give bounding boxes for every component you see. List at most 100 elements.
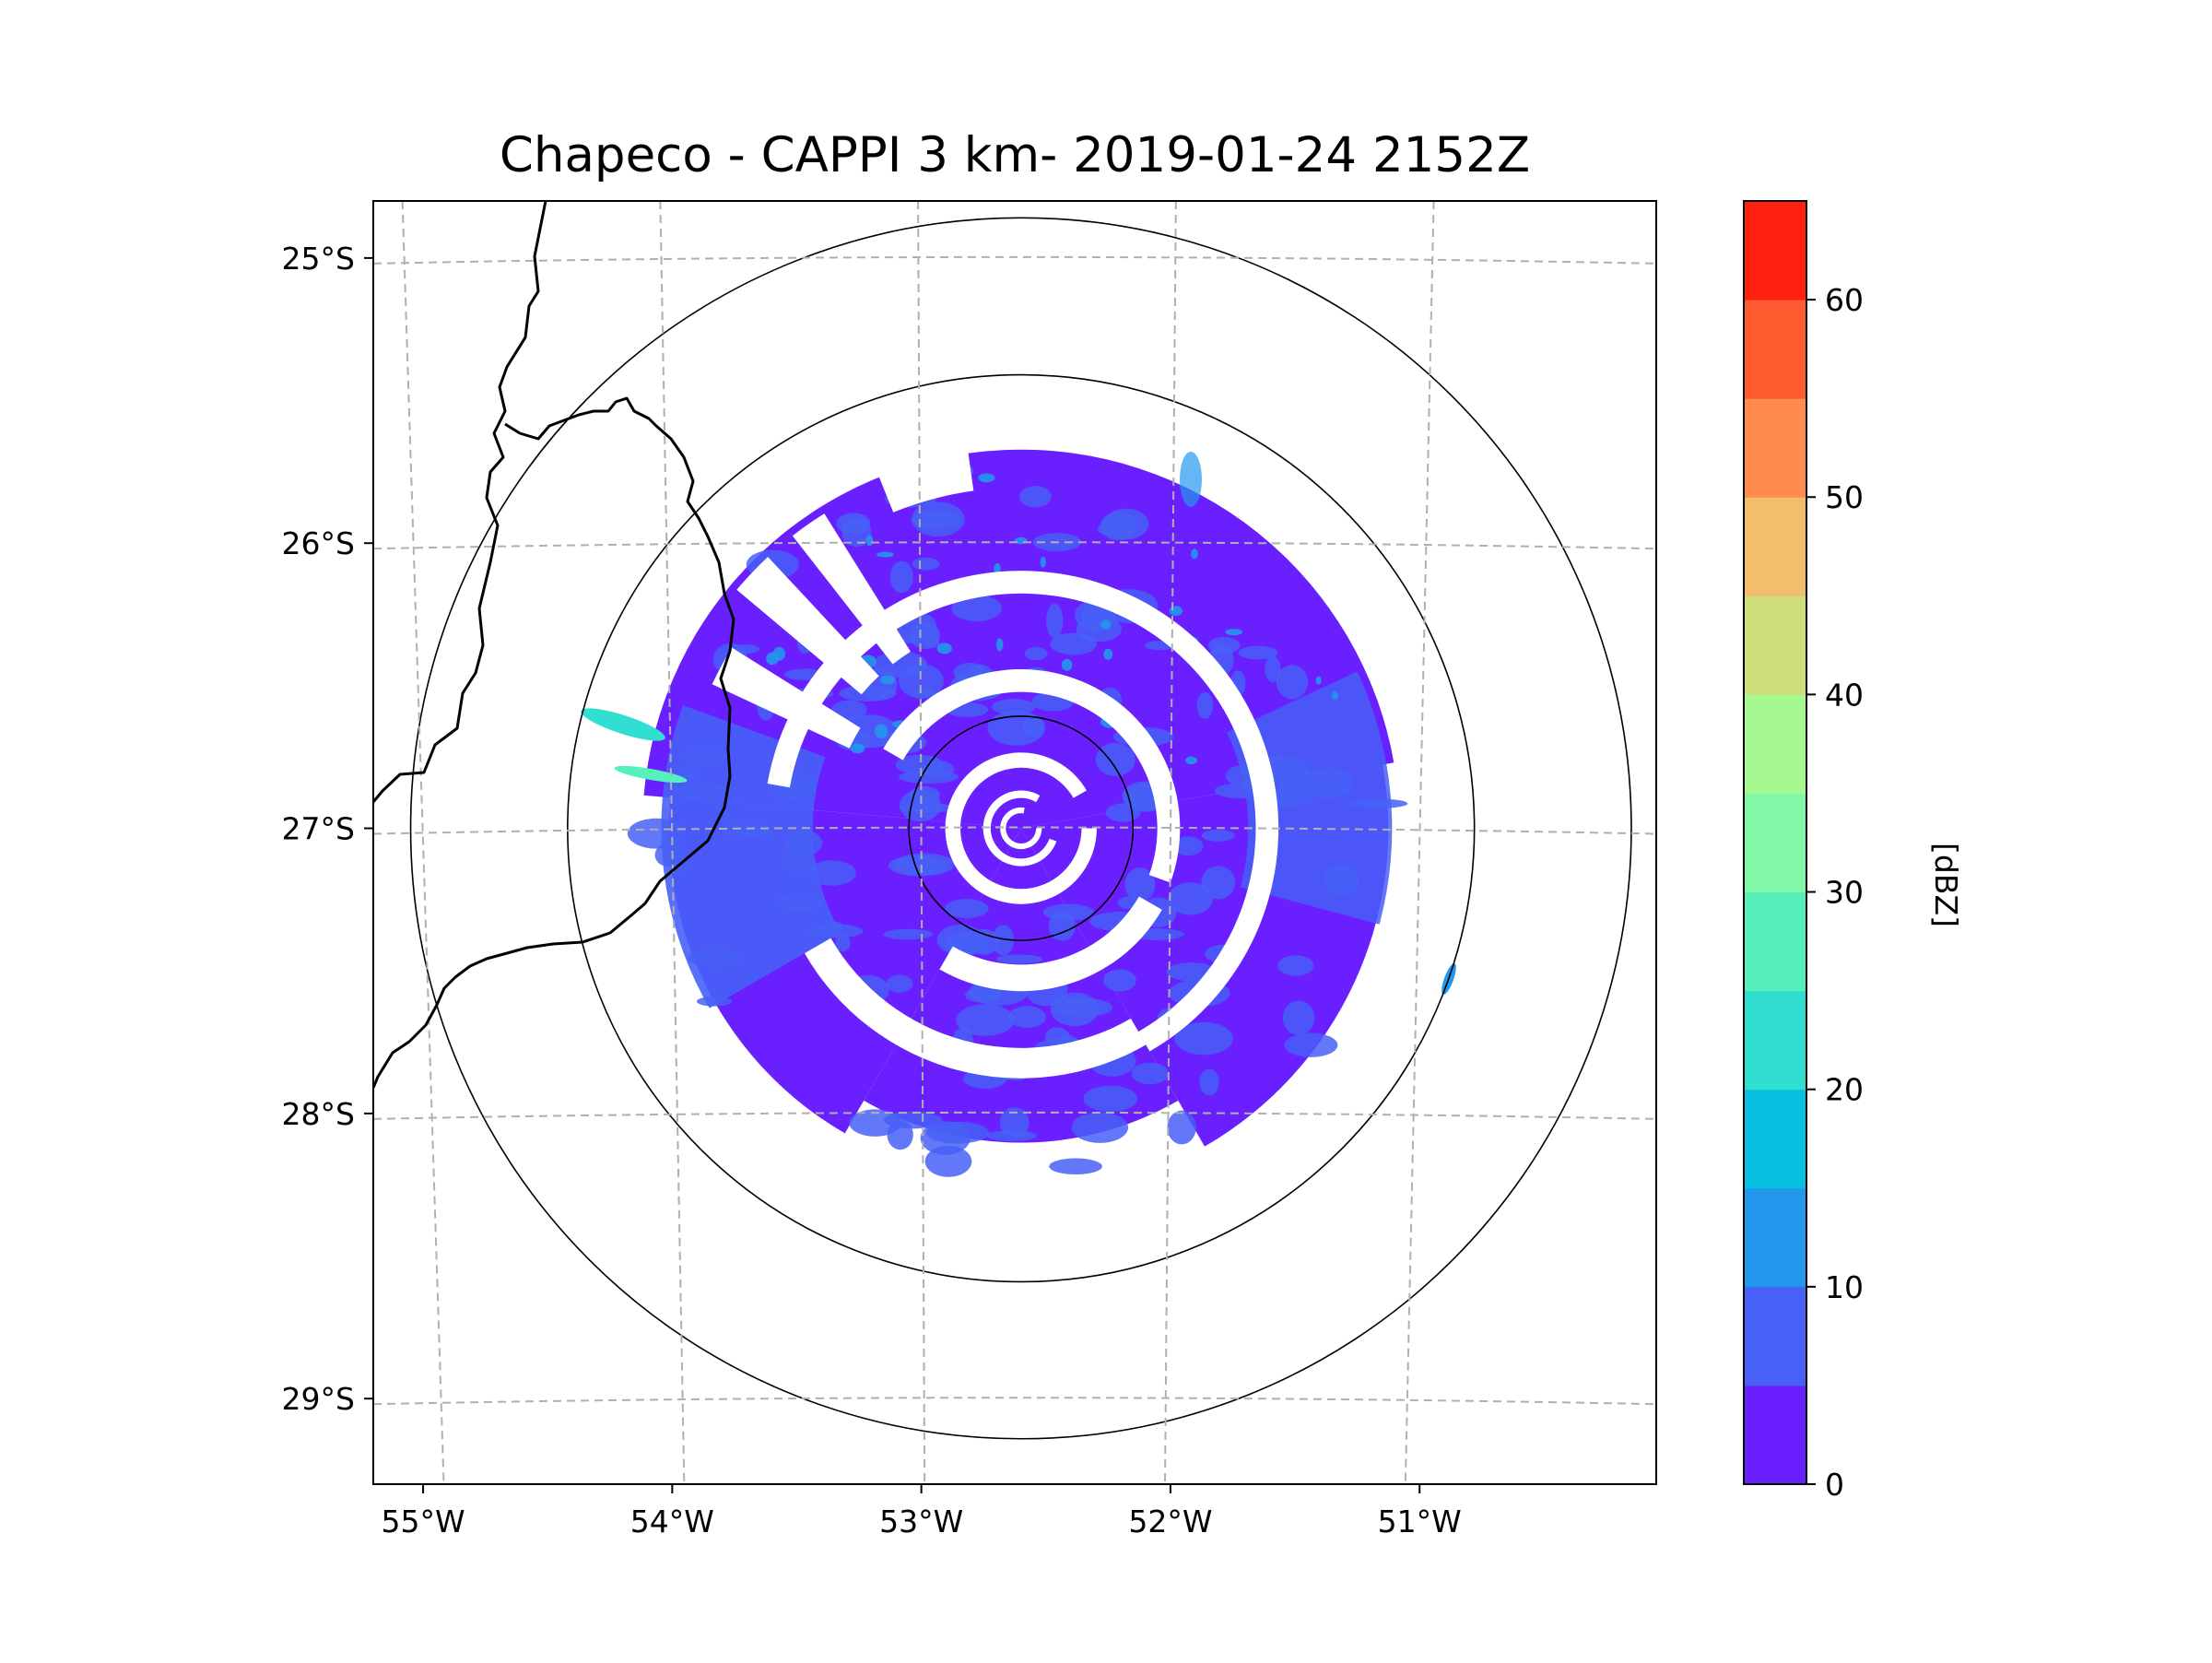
echo-cell (807, 860, 856, 886)
echo-cell (920, 1121, 971, 1155)
echo-cell (910, 785, 940, 804)
y-axis: 25°S 26°S 27°S 28°S 29°S (282, 241, 373, 1417)
echo-gap (804, 938, 1147, 1079)
echo-cell (992, 699, 1036, 715)
echo-cell (1277, 955, 1314, 976)
echo-cell (1044, 1027, 1070, 1047)
lat-gridline (373, 826, 1656, 835)
echo-cell (688, 949, 742, 968)
echo-cell (830, 700, 867, 721)
echo-cell-strong (1185, 756, 1197, 765)
colorbar-swatch (1744, 1187, 1806, 1288)
lat-gridline (373, 255, 1656, 265)
x-axis: 55°W 54°W 53°W 52°W 51°W (381, 1484, 1462, 1539)
colorbar-swatch (1744, 793, 1806, 893)
y-tick-label: 28°S (282, 1096, 355, 1132)
echo-cell (912, 501, 965, 537)
echo-cell-strong (995, 638, 1004, 652)
echo-gap (872, 434, 974, 513)
echo-cell (1167, 1110, 1196, 1145)
echo-cell (1124, 867, 1156, 902)
echo-cell-strong (772, 646, 785, 661)
echo-cell (1199, 1068, 1219, 1096)
echo-cell (1046, 603, 1064, 639)
echo-cell (924, 1145, 972, 1177)
echo-cell-strong (1191, 548, 1198, 560)
colorbar-tick-label: 30 (1825, 875, 1864, 911)
y-tick-label: 29°S (282, 1381, 355, 1417)
colorbar: 0 10 20 30 40 50 60 (1743, 200, 1864, 1503)
echo-cell (944, 899, 989, 918)
echo-cell (835, 934, 851, 952)
range-rings (409, 217, 1632, 1440)
echo-cell-strong (1100, 619, 1112, 630)
state-border-line (373, 201, 547, 803)
echo-cell (995, 954, 1043, 964)
echo-cell (1348, 798, 1408, 808)
echo-cell (1282, 1000, 1315, 1035)
lon-gridline (401, 201, 445, 1484)
colorbar-tick-label: 20 (1825, 1072, 1864, 1108)
echo-cell (836, 513, 871, 535)
colorbar-tick-label: 40 (1825, 677, 1864, 713)
colorbar-swatch (1744, 596, 1806, 695)
echo-cell (1268, 785, 1306, 808)
y-tick-label: 27°S (282, 811, 355, 847)
echo-cell-strong (1331, 691, 1338, 700)
echo-cell-strong (879, 675, 895, 685)
echo-cell (1265, 655, 1281, 683)
echo-cell (1168, 882, 1213, 915)
echo-cell-strong (978, 473, 995, 483)
echo-cell-strong (1061, 658, 1073, 671)
echo-cell (886, 974, 913, 993)
colorbar-swatch (1744, 891, 1806, 992)
echo-cell (1103, 969, 1136, 992)
echo-gap (792, 513, 912, 665)
echo-cell (1238, 645, 1278, 660)
x-tick-label: 54°W (630, 1504, 714, 1539)
lat-gridline (373, 1111, 1656, 1120)
echo-cell (1196, 691, 1214, 719)
gridlines (373, 201, 1656, 1484)
echo-cell (724, 820, 739, 838)
echo-cell (784, 830, 823, 856)
lon-gridline (1164, 201, 1177, 1484)
echo-cell (1103, 508, 1149, 540)
colorbar-swatch (1744, 1385, 1806, 1485)
lat-gridline (373, 1397, 1656, 1406)
echo-cell (999, 1107, 1030, 1138)
echo-cell (913, 687, 936, 699)
echo-cell (1071, 1112, 1129, 1143)
range-ring (908, 715, 1135, 941)
echo-cell (956, 1004, 1015, 1036)
echo-cell (1173, 836, 1204, 856)
echo-gap (736, 557, 879, 695)
echo-cell (1207, 637, 1241, 655)
echo-streak (581, 708, 665, 741)
echo-cell-strong (1225, 629, 1243, 636)
lon-gridline (659, 201, 686, 1484)
echo-cell (1131, 1062, 1169, 1085)
echo-cell (1324, 865, 1359, 897)
echo-cell (825, 921, 844, 932)
range-ring (409, 217, 1632, 1440)
lat-gridline (373, 541, 1656, 550)
echo-cell-strong (1315, 676, 1322, 685)
colorbar-swatch (1744, 300, 1806, 399)
echo-cell-strong (865, 534, 874, 547)
echo-cell (1008, 1006, 1046, 1029)
echo-cell (1018, 486, 1052, 508)
echo-cell (1201, 829, 1235, 842)
echo-cell (922, 760, 955, 779)
map-frame (372, 200, 1657, 1485)
colorbar-tick-label: 0 (1825, 1467, 1844, 1503)
echo-cell-strong (851, 743, 865, 754)
lon-gridline (1404, 201, 1435, 1484)
echo-cell (696, 997, 733, 1007)
echo-cell (1284, 1032, 1338, 1057)
x-tick-label: 52°W (1128, 1504, 1212, 1539)
x-tick-label: 51°W (1378, 1504, 1462, 1539)
colorbar-tick-label: 10 (1825, 1269, 1864, 1305)
y-tick-label: 25°S (282, 241, 355, 277)
